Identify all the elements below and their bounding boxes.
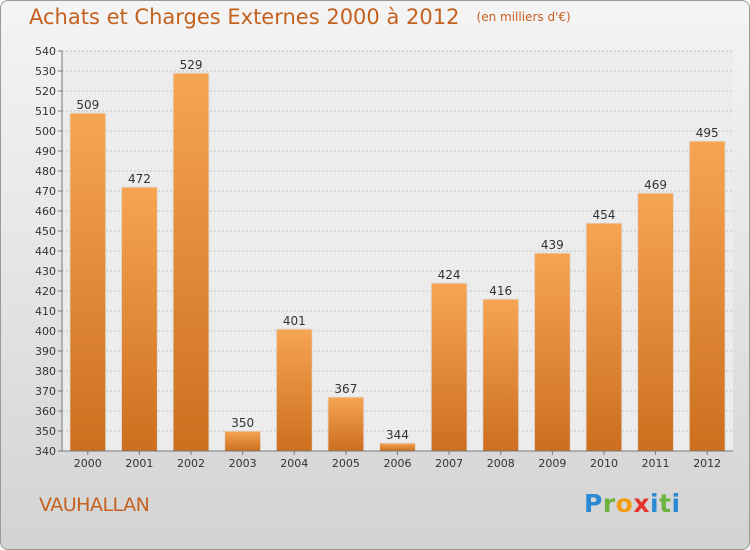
y-tick-label: 460 xyxy=(35,205,56,218)
chart-title-text: Achats et Charges Externes 2000 à 2012 xyxy=(29,5,460,29)
y-axis: 340 350 360 370 380 390 400 410 420 430 440 450 460 4… xyxy=(35,45,63,458)
bar-value-label: 495 xyxy=(696,126,719,140)
x-tick-label: 2008 xyxy=(487,457,515,470)
logo-letter: x xyxy=(633,489,650,518)
bar-value-label: 454 xyxy=(593,208,616,222)
y-tick-label: 380 xyxy=(35,365,56,378)
y-tick-label: 420 xyxy=(35,285,56,298)
bar-2006 xyxy=(379,442,416,452)
y-tick-label: 490 xyxy=(35,145,56,158)
y-tick-label: 370 xyxy=(35,385,56,398)
bar-2005 xyxy=(327,396,365,452)
bar-value-label: 469 xyxy=(644,178,667,192)
x-tick-label: 2003 xyxy=(229,457,257,470)
y-tick-label: 350 xyxy=(35,425,56,438)
logo-letter: P xyxy=(584,489,603,518)
x-tick-label: 2004 xyxy=(280,457,308,470)
bar-2010 xyxy=(585,222,623,452)
bar-2001 xyxy=(120,186,158,452)
proxiti-logo: Proxiti xyxy=(584,489,681,518)
x-tick-label: 2011 xyxy=(642,457,670,470)
y-tick-label: 390 xyxy=(35,345,56,358)
y-tick-label: 410 xyxy=(35,305,56,318)
x-tick-label: 2002 xyxy=(177,457,205,470)
x-tick-label: 2006 xyxy=(384,457,412,470)
logo-letter: i xyxy=(671,489,681,518)
logo-letter: r xyxy=(602,489,616,518)
y-tick-label: 470 xyxy=(35,185,56,198)
bar-value-label: 529 xyxy=(180,58,203,72)
bar-value-label: 344 xyxy=(386,428,409,442)
logo-letter: t xyxy=(659,489,672,518)
y-tick-label: 400 xyxy=(35,325,56,338)
bar-2009 xyxy=(533,252,571,452)
x-tick-label: 2012 xyxy=(693,457,721,470)
bar-value-label: 439 xyxy=(541,238,564,252)
logo-letter: o xyxy=(615,489,634,518)
x-tick-label: 2000 xyxy=(74,457,102,470)
logo-letter: i xyxy=(650,489,660,518)
bar-value-label: 509 xyxy=(76,98,99,112)
chart-unit-label: (en milliers d'€) xyxy=(476,10,571,24)
x-tick-label: 2001 xyxy=(125,457,153,470)
x-tick-label: 2009 xyxy=(538,457,566,470)
y-tick-label: 480 xyxy=(35,165,56,178)
bar-2012 xyxy=(688,140,726,452)
bar-2007 xyxy=(430,282,468,452)
bar-value-label: 416 xyxy=(489,284,512,298)
bar-2003 xyxy=(224,430,262,452)
bar-2011 xyxy=(637,192,675,452)
x-axis: 2000 2001 2002 2003 2004 2005 2006 2007 2008 2009… xyxy=(62,450,733,470)
y-tick-label: 440 xyxy=(35,245,56,258)
bars: 509 472 529 350 401 367 344 424 416 439 454 469 495 xyxy=(69,58,726,452)
y-tick-label: 520 xyxy=(35,85,56,98)
y-tick-label: 340 xyxy=(35,445,56,458)
bar-2008 xyxy=(482,298,520,452)
bar-value-label: 401 xyxy=(283,314,306,328)
bar-value-label: 350 xyxy=(231,416,254,430)
bar-value-label: 367 xyxy=(334,382,357,396)
bar-value-label: 472 xyxy=(128,172,151,186)
y-tick-label: 510 xyxy=(35,105,56,118)
y-tick-label: 530 xyxy=(35,65,56,78)
y-tick-label: 430 xyxy=(35,265,56,278)
bar-2004 xyxy=(275,328,313,452)
x-tick-label: 2007 xyxy=(435,457,463,470)
commune-name: VAUHALLAN xyxy=(39,494,150,516)
y-tick-label: 360 xyxy=(35,405,56,418)
bar-value-label: 424 xyxy=(438,268,461,282)
x-tick-label: 2005 xyxy=(332,457,360,470)
bar-2002 xyxy=(172,72,210,452)
y-tick-label: 450 xyxy=(35,225,56,238)
chart-title: Achats et Charges Externes 2000 à 2012 (… xyxy=(29,5,571,29)
bar-2000 xyxy=(69,112,107,452)
x-tick-label: 2010 xyxy=(590,457,618,470)
y-tick-label: 540 xyxy=(35,45,56,58)
y-tick-label: 500 xyxy=(35,125,56,138)
